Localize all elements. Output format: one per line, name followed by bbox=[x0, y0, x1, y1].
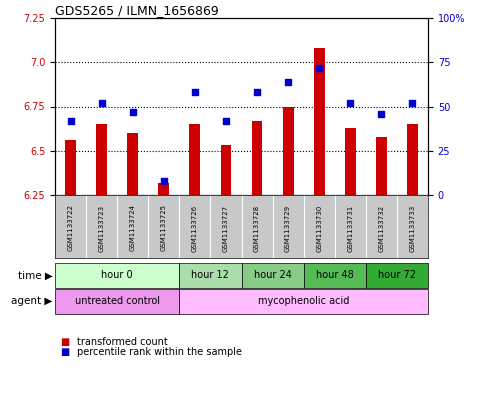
Bar bbox=[127, 133, 138, 195]
Text: GSM1133728: GSM1133728 bbox=[254, 204, 260, 252]
Bar bbox=[252, 121, 262, 195]
Text: GSM1133722: GSM1133722 bbox=[68, 204, 73, 252]
Bar bbox=[283, 107, 294, 195]
Text: GSM1133731: GSM1133731 bbox=[347, 204, 353, 252]
Bar bbox=[158, 183, 169, 195]
Point bbox=[378, 110, 385, 117]
Text: GSM1133726: GSM1133726 bbox=[192, 204, 198, 252]
Text: agent ▶: agent ▶ bbox=[11, 296, 53, 307]
Bar bbox=[407, 124, 418, 195]
Point bbox=[315, 64, 323, 71]
Text: GSM1133732: GSM1133732 bbox=[378, 204, 384, 252]
Point bbox=[253, 89, 261, 95]
Bar bbox=[221, 145, 231, 195]
Point bbox=[129, 109, 137, 115]
Text: GSM1133729: GSM1133729 bbox=[285, 204, 291, 252]
Bar bbox=[96, 124, 107, 195]
Bar bbox=[65, 140, 76, 195]
Text: GSM1133723: GSM1133723 bbox=[99, 204, 105, 252]
Bar bbox=[314, 48, 325, 195]
Text: time ▶: time ▶ bbox=[18, 270, 53, 281]
Text: mycophenolic acid: mycophenolic acid bbox=[258, 296, 349, 307]
Point bbox=[67, 118, 74, 124]
Text: untreated control: untreated control bbox=[75, 296, 160, 307]
Point bbox=[346, 100, 354, 106]
Bar bbox=[189, 124, 200, 195]
Bar bbox=[345, 128, 356, 195]
Text: GSM1133724: GSM1133724 bbox=[130, 204, 136, 252]
Point bbox=[160, 178, 168, 184]
Text: hour 72: hour 72 bbox=[378, 270, 416, 281]
Text: hour 48: hour 48 bbox=[316, 270, 354, 281]
Text: hour 12: hour 12 bbox=[191, 270, 229, 281]
Text: transformed count: transformed count bbox=[77, 337, 168, 347]
Text: GSM1133730: GSM1133730 bbox=[316, 204, 322, 252]
Bar bbox=[376, 137, 387, 195]
Text: hour 0: hour 0 bbox=[101, 270, 133, 281]
Point bbox=[284, 79, 292, 85]
Point bbox=[222, 118, 230, 124]
Text: ■: ■ bbox=[60, 337, 69, 347]
Text: hour 24: hour 24 bbox=[254, 270, 292, 281]
Text: GSM1133733: GSM1133733 bbox=[410, 204, 415, 252]
Text: GSM1133727: GSM1133727 bbox=[223, 204, 229, 252]
Text: ■: ■ bbox=[60, 347, 69, 357]
Point bbox=[409, 100, 416, 106]
Text: GDS5265 / ILMN_1656869: GDS5265 / ILMN_1656869 bbox=[55, 4, 219, 17]
Point bbox=[191, 89, 199, 95]
Text: percentile rank within the sample: percentile rank within the sample bbox=[77, 347, 241, 357]
Point bbox=[98, 100, 105, 106]
Text: GSM1133725: GSM1133725 bbox=[161, 204, 167, 252]
